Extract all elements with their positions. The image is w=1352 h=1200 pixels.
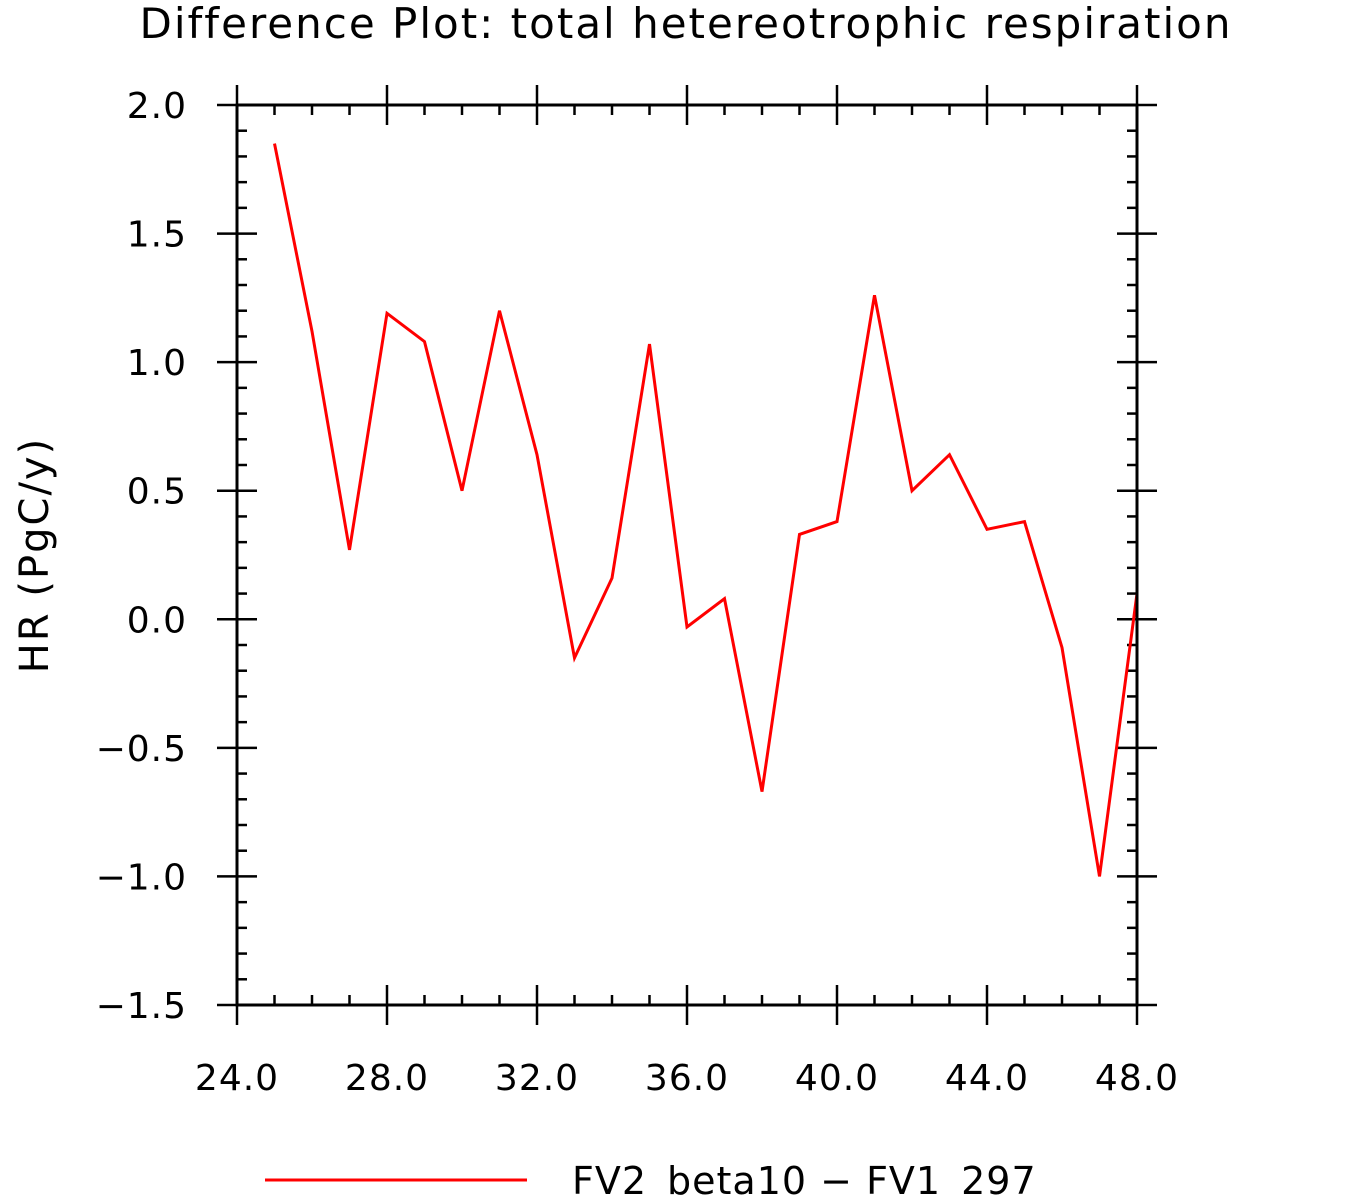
x-tick-label: 48.0 [1095,1058,1179,1099]
x-tick-label: 32.0 [495,1058,579,1099]
y-tick-label: −0.5 [96,729,187,770]
y-tick-label: 0.5 [127,472,187,513]
y-tick-label: 1.5 [127,215,187,256]
plot-frame [235,103,1139,1007]
x-tick-label: 36.0 [645,1058,729,1099]
y-axis-label: HR (PgC/y) [12,437,58,673]
x-tick-label: 40.0 [795,1058,879,1099]
y-tick-labels: 2.0 1.5 1.0 0.5 0.0 −0.5 −1.0 −1.5 [96,86,187,1027]
x-tick-label: 44.0 [945,1058,1029,1099]
y-tick-label: 0.0 [127,600,187,641]
x-tick-labels: 24.0 28.0 32.0 36.0 40.0 44.0 48.0 [195,1058,1179,1099]
legend-label: FV2_beta10 − FV1_297 [572,1159,1037,1200]
y-tick-label: 1.0 [127,343,187,384]
x-tick-label: 28.0 [345,1058,429,1099]
legend: FV2_beta10 − FV1_297 [265,1159,1037,1200]
data-series [273,143,1139,877]
y-tick-label: −1.5 [96,986,187,1027]
y-tick-label: 2.0 [127,86,187,127]
series-line [273,143,1139,877]
chart-title: Difference Plot: total hetereotrophic re… [140,0,1233,48]
y-tick-label: −1.0 [96,857,187,898]
axis-ticks [217,85,1157,1025]
x-tick-label: 24.0 [195,1058,279,1099]
